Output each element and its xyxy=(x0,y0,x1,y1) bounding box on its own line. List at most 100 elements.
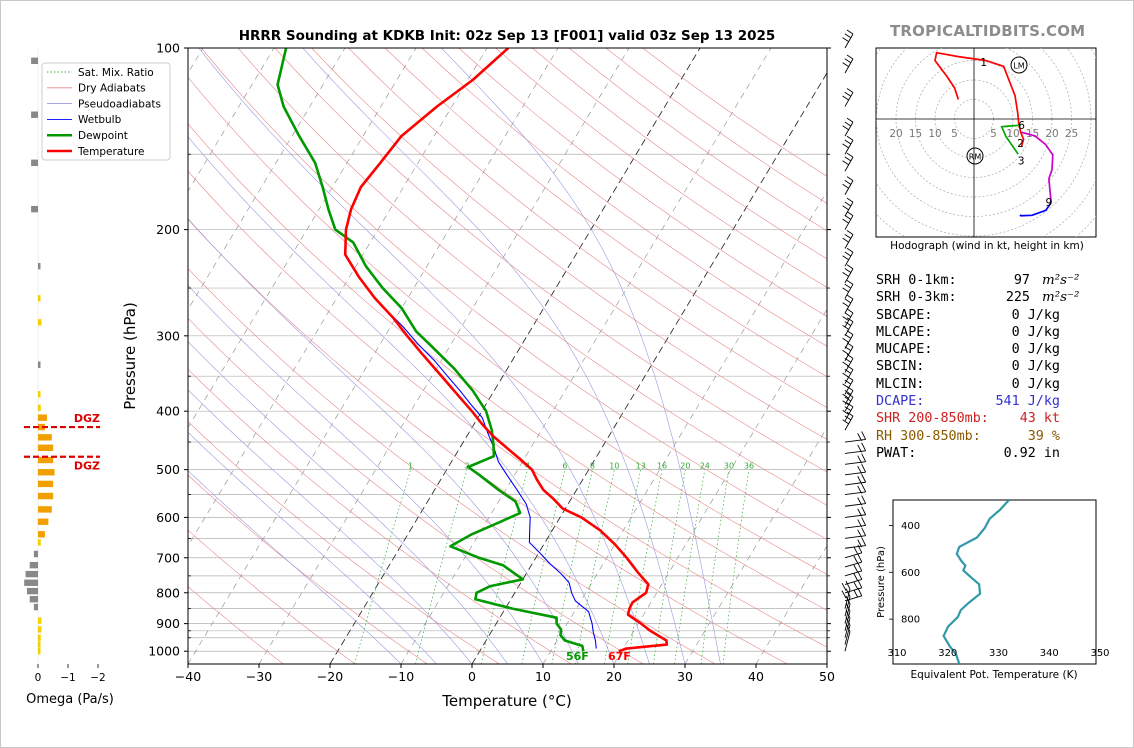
wind-barb-feather xyxy=(842,183,849,189)
param-label: MUCAPE: xyxy=(876,342,933,358)
wind-barb-feather xyxy=(853,581,859,590)
mixing-ratio-line xyxy=(604,469,642,664)
mixing-ratio-line xyxy=(674,469,706,664)
wind-barb-feather xyxy=(857,519,863,528)
wind-barb-feather xyxy=(857,579,863,589)
param-row: SHR 200-850mb: 43 kt xyxy=(876,410,1106,427)
wind-barb-feather xyxy=(853,555,859,564)
dry-adiabat xyxy=(311,48,827,440)
wind-barb-feather xyxy=(842,237,849,243)
wind-barb-feather xyxy=(842,316,849,321)
wind-barb-feather xyxy=(861,431,867,440)
wind-barb-feather xyxy=(844,91,852,97)
pressure-tick-label: 300 xyxy=(156,328,180,343)
legend: Sat. Mix. Ratio Dry Adiabats Pseudoadiabat… xyxy=(41,62,171,161)
hodograph-trace xyxy=(1000,124,1021,155)
wind-barb-feather xyxy=(846,411,854,417)
omega-bar xyxy=(38,444,54,451)
param-value: 39 % xyxy=(1027,428,1060,444)
omega-bar xyxy=(38,617,42,624)
wind-barb-feather xyxy=(857,539,863,548)
legend-label: Sat. Mix. Ratio xyxy=(78,67,154,79)
wind-barb-feather xyxy=(846,402,854,408)
temp-tick-label: 50 xyxy=(819,669,835,684)
wind-barb-feather xyxy=(861,537,867,546)
hodograph-ring-label: 10 xyxy=(1006,128,1019,140)
wind-barb xyxy=(842,29,854,49)
wind-barb-feather xyxy=(857,465,863,474)
omega-bar xyxy=(38,480,54,488)
wind-barb-feather xyxy=(861,517,867,526)
pressure-tick-label: 1000 xyxy=(148,644,180,659)
param-row: MLCIN: 0 J/kg xyxy=(876,376,1106,393)
temp-tick-label: −40 xyxy=(175,669,201,684)
wind-barb-shaft xyxy=(844,570,862,577)
wind-barb-feather xyxy=(844,180,852,185)
wind-barb-feather xyxy=(846,88,854,93)
skewt-xlabel: Temperature (°C) xyxy=(441,692,571,710)
wind-barb-feather xyxy=(844,58,852,64)
wind-barb xyxy=(844,544,863,559)
pressure-tick-label: 500 xyxy=(156,462,180,477)
wind-barb-feather xyxy=(842,205,849,211)
wind-barb-feather xyxy=(842,325,849,330)
dewpoint-line xyxy=(276,48,585,652)
wind-barb-feather xyxy=(845,588,851,597)
dry-adiabat xyxy=(188,123,827,611)
mixing-ratio-line xyxy=(480,469,528,664)
wind-barb-feather xyxy=(857,562,863,572)
param-label: SRH 0-1km: xyxy=(876,273,957,288)
hodograph-trace xyxy=(1021,131,1054,203)
wind-barb-feather xyxy=(844,312,852,318)
wind-barb-feather xyxy=(842,255,849,261)
wind-barb-feather xyxy=(842,143,849,149)
omega-bar xyxy=(38,518,49,525)
wind-barb-shaft xyxy=(844,312,854,328)
skewt-axes: −40 −30 −20 −10 0 10 20 30 40 50 100 200 300 400 500 60… xyxy=(148,41,835,685)
omega-bar xyxy=(38,456,54,464)
wind-barb xyxy=(844,506,867,518)
wind-barb xyxy=(844,517,867,529)
wind-barb-feather xyxy=(844,233,852,239)
wind-barb xyxy=(842,411,854,431)
wind-barb-shaft xyxy=(844,415,854,431)
wind-barb-shaft xyxy=(844,251,854,267)
wind-barb-feather xyxy=(844,283,852,289)
skewt-background-lines xyxy=(188,48,827,664)
mixing-ratio-label: 20 xyxy=(680,462,690,471)
wind-barb-feather xyxy=(846,247,854,253)
left-mover-label: LM xyxy=(1013,62,1024,71)
omega-bar xyxy=(38,634,41,641)
legend-label: Wetbulb xyxy=(78,114,122,126)
theta-e-y-tick-label: 600 xyxy=(901,568,920,579)
wind-barb xyxy=(844,442,867,454)
wind-barb-feather xyxy=(846,135,854,141)
wind-barb-feather xyxy=(853,564,859,573)
pressure-tick-label: 400 xyxy=(156,404,180,419)
param-row: MUCAPE: 0 J/kg xyxy=(876,341,1106,358)
wind-barb-feather xyxy=(846,354,854,359)
wind-barb-feather xyxy=(842,419,849,425)
wind-barb-feather xyxy=(842,393,849,399)
theta-e-y-tick-label: 800 xyxy=(901,615,920,626)
dry-adiabat xyxy=(384,48,827,378)
mixing-ratio-line xyxy=(575,469,615,664)
param-row: SBCAPE: 0 J/kg xyxy=(876,307,1106,324)
wind-barb-feather xyxy=(845,602,851,612)
hodograph-ring-label: 10 xyxy=(928,128,941,140)
wind-barb-shaft xyxy=(844,491,866,496)
wind-barb-shaft xyxy=(844,284,854,299)
hodograph-height-label: 3 xyxy=(1018,155,1025,167)
hodograph-height-label: 1 xyxy=(980,57,987,69)
param-label: MLCIN: xyxy=(876,376,925,392)
pseudoadiabat xyxy=(441,48,721,664)
dry-adiabat xyxy=(188,76,827,575)
pseudoadiabat xyxy=(188,389,473,664)
wind-barb-feather xyxy=(846,386,854,391)
omega-bar xyxy=(38,404,41,412)
mixing-ratio-line xyxy=(551,469,593,664)
temp-tick-label: −20 xyxy=(317,669,343,684)
wind-barb-feather xyxy=(842,95,849,101)
left-mover-marker xyxy=(1010,56,1028,74)
